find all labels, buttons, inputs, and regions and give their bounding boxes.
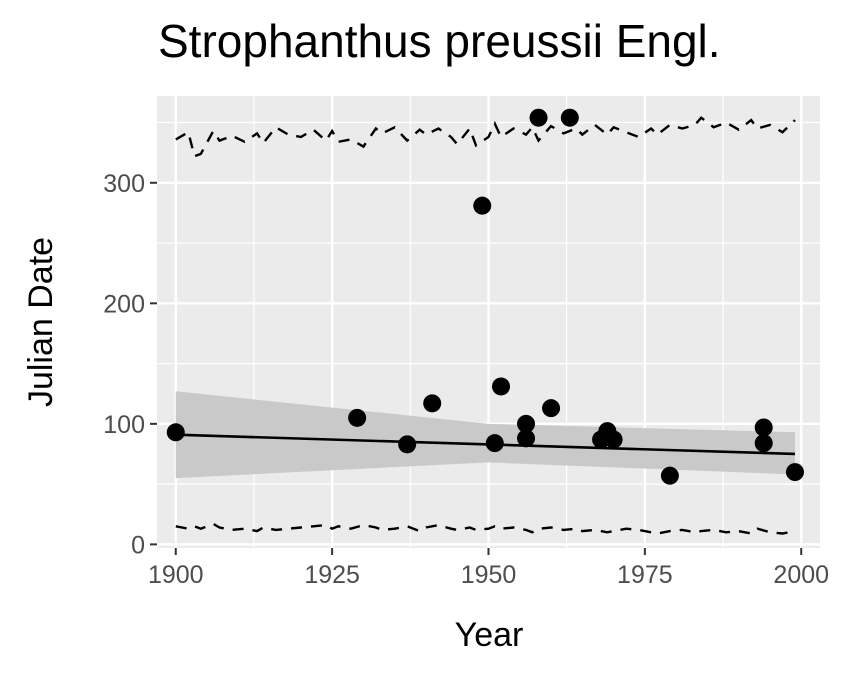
- data-point: [785, 463, 804, 482]
- data-point: [398, 435, 417, 454]
- data-point: [529, 108, 548, 127]
- confidence-band: [175, 391, 795, 479]
- x-tick-label: 2000: [773, 561, 829, 589]
- data-point: [473, 196, 492, 215]
- x-tick-label: 1950: [461, 561, 517, 589]
- x-axis-title: Year: [455, 616, 524, 654]
- x-tick-label: 1975: [617, 561, 673, 589]
- trend-line: [175, 433, 796, 456]
- data-point: [660, 466, 679, 485]
- data-point: [423, 394, 442, 413]
- data-point: [166, 423, 185, 442]
- data-point: [754, 418, 773, 437]
- y-tick-label: 100: [103, 411, 145, 439]
- x-tick-label: 1925: [304, 561, 360, 589]
- data-point: [560, 108, 579, 127]
- data-point: [492, 377, 511, 396]
- lower-dashed-line: [175, 522, 796, 535]
- data-point: [517, 414, 536, 433]
- data-points-layer: [166, 108, 804, 485]
- data-point: [604, 430, 623, 449]
- data-point: [754, 434, 773, 453]
- data-point: [542, 399, 561, 418]
- chart-title: Strophanthus preussii Engl.: [158, 15, 721, 67]
- data-point: [485, 434, 504, 453]
- x-tick-label: 1900: [148, 561, 204, 589]
- axes-layer: 1900 1925 1950 1975 2000 0 100 200 300: [103, 170, 829, 589]
- data-point: [517, 429, 536, 448]
- y-tick-label: 200: [103, 290, 145, 318]
- trend-line-layer: [175, 433, 796, 456]
- y-axis-title: Julian Date: [22, 237, 60, 407]
- confidence-band-layer: [175, 391, 795, 479]
- y-tick-label: 300: [103, 170, 145, 198]
- data-point: [348, 408, 367, 427]
- upper-dashed-line: [175, 116, 796, 158]
- y-tick-label: 0: [131, 531, 145, 559]
- dashed-series-layer: [175, 116, 796, 535]
